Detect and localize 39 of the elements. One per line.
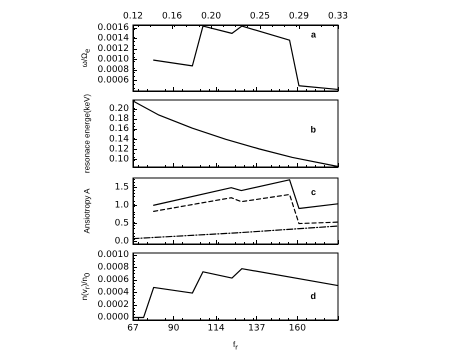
y-tick-label: 0.20	[108, 104, 130, 114]
x2-tick-label: 0.29	[288, 12, 310, 22]
y-tick-label: 0.0002	[98, 300, 129, 310]
x-tick-label: 67	[127, 324, 139, 334]
y-tick-label: 0.0008	[98, 65, 130, 76]
x-tick-label: 160	[288, 324, 306, 334]
y-tick-label: 0.14	[108, 134, 130, 144]
x-tick-label: 114	[207, 324, 225, 334]
y-tick-label: 0.0010	[98, 250, 130, 260]
y-tick-label: 0.0014	[98, 34, 130, 44]
y-tick-label: 0.5	[114, 218, 129, 229]
annotation: a	[310, 29, 317, 40]
x-tick-label: 90	[168, 324, 180, 334]
annotation: b	[310, 124, 316, 135]
y-axis-title: resonace energe(keV)	[82, 94, 92, 174]
y-tick-label: 0.0008	[98, 262, 130, 272]
x2-tick-label: 0.12	[122, 12, 144, 22]
annotation: c	[310, 187, 316, 198]
y-tick-label: 1.5	[114, 182, 129, 193]
x2-tick-label: 0.16	[162, 12, 182, 22]
y-tick-label: 0.0010	[98, 54, 130, 65]
y-tick-label: 0.18	[108, 114, 130, 124]
y-tick-label: 0.0016	[98, 23, 130, 34]
x2-tick-label: 0.33	[328, 12, 348, 22]
y-tick-label: 0.12	[108, 144, 129, 154]
y-tick-label: 0.0006	[98, 76, 130, 86]
x-tick-label: 137	[248, 324, 266, 334]
y-tick-label: 0.0012	[98, 44, 129, 54]
y-tick-label: 0.0	[114, 236, 130, 246]
y-tick-label: 0.16	[108, 124, 130, 134]
y-axis-title: Ansiotropy A	[82, 188, 92, 234]
x2-tick-label: 0.20	[201, 12, 222, 22]
y-tick-label: 0.0004	[98, 287, 130, 298]
y-tick-label: 0.10	[108, 154, 130, 164]
annotation: d	[310, 291, 316, 302]
x2-tick-label: 0.25	[250, 12, 270, 22]
y-tick-label: 0.0006	[98, 274, 130, 285]
y-tick-label: 0.0000	[98, 312, 130, 322]
y-tick-label: 1.0	[114, 200, 130, 211]
